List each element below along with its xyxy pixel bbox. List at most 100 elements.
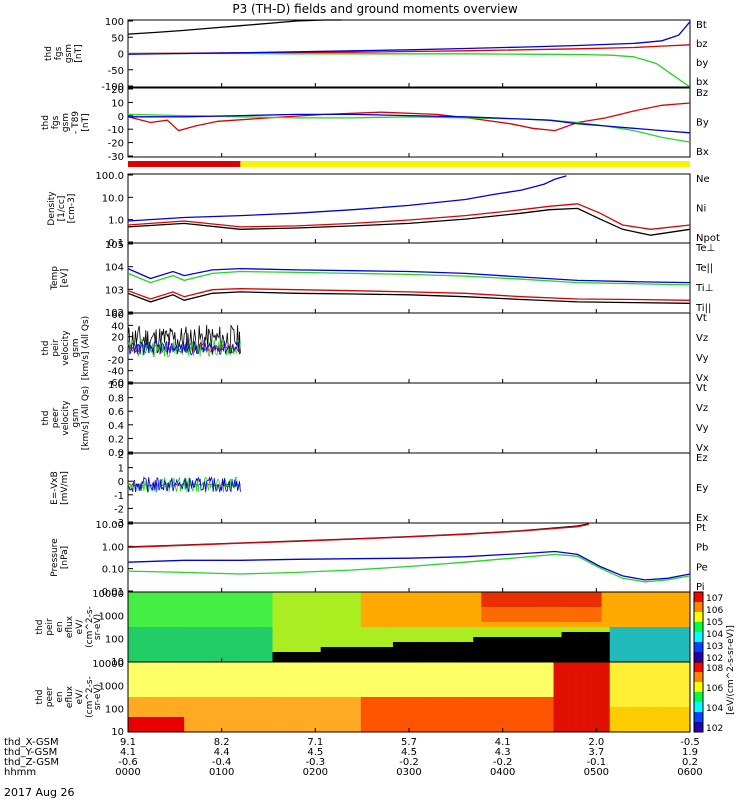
heatmap-cell (392, 607, 402, 613)
heatmap-cell (649, 602, 659, 608)
legend-Vz: Vz (696, 333, 708, 344)
heatmap-cell (521, 667, 530, 673)
heatmap-cell (513, 642, 522, 648)
heatmap-cell (449, 727, 458, 733)
heatmap-cell (481, 607, 490, 613)
y-axis-label: peer (45, 686, 55, 707)
heatmap-cell (360, 697, 370, 703)
y-tick-label: 10 (111, 657, 124, 668)
heatmap-cell (136, 617, 145, 623)
heatmap-cell (449, 722, 458, 728)
heatmap-cell (545, 677, 554, 683)
y-tick-label: 0 (118, 50, 124, 61)
colorbar-tick: 106 (706, 684, 723, 694)
heatmap-cell (545, 662, 554, 668)
heatmap-cell (553, 617, 562, 623)
heatmap-cell (521, 702, 530, 708)
heatmap-cell (376, 717, 386, 723)
colorbar-tick: 102 (706, 654, 723, 664)
heatmap-cell (200, 712, 209, 718)
colorbar-unit-label: [eV/(cm^2-s-sr-eV)] (726, 625, 736, 715)
heatmap-cell (152, 702, 161, 708)
heatmap-cell (433, 627, 442, 633)
heatmap-cell (601, 647, 611, 653)
heatmap-cell (649, 592, 659, 598)
heatmap-cell (425, 662, 434, 668)
heatmap-cell (232, 622, 241, 628)
heatmap-cell (144, 672, 153, 678)
heatmap-cell (168, 632, 177, 638)
heatmap-cell (368, 662, 378, 668)
heatmap-cell (609, 597, 619, 603)
heatmap-cell (144, 702, 153, 708)
y-tick-label: -50 (108, 66, 124, 77)
heatmap-cell (449, 592, 458, 598)
heatmap-cell (481, 727, 490, 733)
heatmap-cell (681, 722, 691, 728)
heatmap-cell (200, 647, 209, 653)
heatmap-cell (320, 652, 330, 658)
heatmap-cell (256, 622, 265, 628)
heatmap-cell (609, 667, 619, 673)
heatmap-cell (649, 662, 659, 668)
heatmap-cell (497, 707, 506, 713)
heatmap-cell (352, 712, 362, 718)
heatmap-cell (312, 652, 321, 658)
heatmap-cell (441, 652, 450, 658)
heatmap-cell (336, 662, 346, 668)
heatmap-cell (457, 627, 466, 633)
heatmap-cell (280, 637, 289, 643)
heatmap-cell (248, 697, 257, 703)
heatmap-cell (328, 697, 338, 703)
heatmap-cell (449, 632, 458, 638)
heatmap-cell (248, 642, 257, 648)
y-tick-label: 0.01 (102, 587, 124, 598)
heatmap-cell (417, 667, 426, 673)
heatmap-cell (673, 652, 683, 658)
heatmap-cell (392, 657, 402, 663)
legend-Ti⊥: Ti⊥ (695, 283, 713, 294)
heatmap-cell (384, 592, 394, 598)
colorbar-segment (694, 632, 703, 643)
heatmap-cell (449, 707, 458, 713)
heatmap-cell (200, 617, 209, 623)
heatmap-cell (352, 677, 362, 683)
heatmap-cell (489, 677, 498, 683)
heatmap-cell (360, 707, 370, 713)
heatmap-cell (152, 687, 161, 693)
heatmap-cell (657, 697, 667, 703)
heatmap-cell (224, 672, 233, 678)
heatmap-cell (529, 682, 538, 688)
heatmap-cell (256, 727, 265, 733)
heatmap-cell (505, 667, 514, 673)
y-tick-label: 100.0 (95, 171, 124, 182)
heatmap-cell (336, 652, 346, 658)
heatmap-cell (657, 607, 667, 613)
heatmap-cell (352, 687, 362, 693)
heatmap-cell (569, 697, 578, 703)
heatmap-cell (417, 722, 426, 728)
heatmap-cell (152, 637, 161, 643)
heatmap-cell (336, 612, 346, 618)
heatmap-cell (368, 727, 378, 733)
heatmap-cell (569, 642, 578, 648)
heatmap-cell (160, 652, 169, 658)
heatmap-cell (481, 717, 490, 723)
heatmap-cell (633, 717, 643, 723)
heatmap-cell (264, 697, 273, 703)
heatmap-cell (216, 607, 225, 613)
heatmap-cell (521, 627, 530, 633)
heatmap-cell (585, 647, 594, 653)
heatmap-cell (553, 697, 562, 703)
heatmap-cell (192, 672, 201, 678)
heatmap-cell (304, 662, 313, 668)
heatmap-cell (168, 627, 177, 633)
heatmap-cell (433, 652, 442, 658)
heatmap-cell (312, 697, 321, 703)
heatmap-cell (513, 662, 522, 668)
heatmap-cell (489, 697, 498, 703)
heatmap-cell (352, 652, 362, 658)
y-axis-label: thd (35, 690, 45, 705)
heatmap-cell (152, 667, 161, 673)
heatmap-cell (216, 702, 225, 708)
